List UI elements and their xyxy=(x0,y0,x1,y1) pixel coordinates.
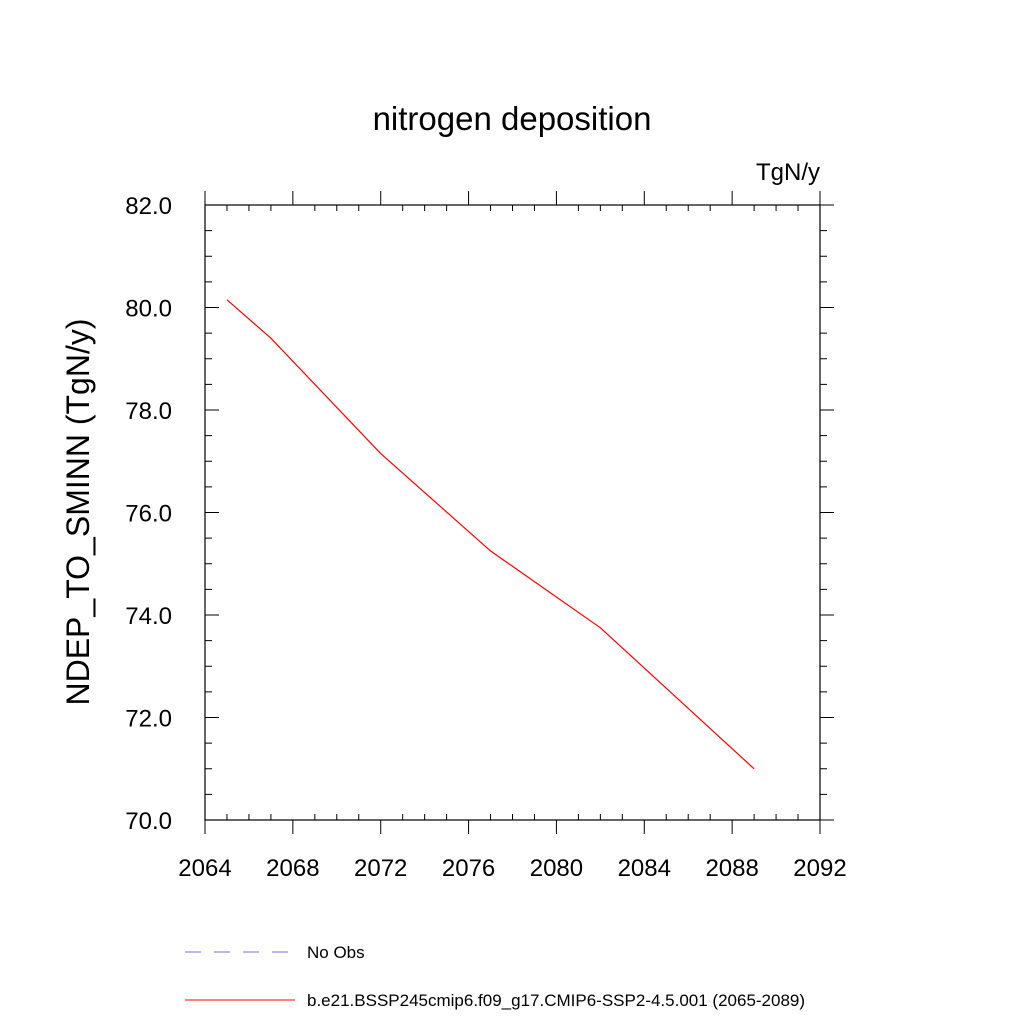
x-tick-label: 2084 xyxy=(618,855,671,882)
x-tick-label: 2092 xyxy=(793,855,846,882)
x-tick-label: 2072 xyxy=(354,855,407,882)
x-tick-label: 2088 xyxy=(705,855,758,882)
legend-label-1: No Obs xyxy=(307,943,365,962)
chart-title: nitrogen deposition xyxy=(373,100,652,137)
y-tick-label: 82.0 xyxy=(125,193,172,220)
y-tick-label: 80.0 xyxy=(125,296,172,323)
x-tick-label: 2076 xyxy=(442,855,495,882)
y-tick-label: 70.0 xyxy=(125,808,172,835)
x-tick-label: 2068 xyxy=(266,855,319,882)
y-axis-label: NDEP_TO_SMINN (TgN/y) xyxy=(60,318,96,705)
legend-label-0: b.e21.BSSP245cmip6.f09_g17.CMIP6-SSP2-4.… xyxy=(307,991,805,1010)
axis-ticks xyxy=(204,191,834,834)
x-tick-label: 2064 xyxy=(178,855,231,882)
units-label: TgN/y xyxy=(756,159,820,186)
x-tick-label: 2080 xyxy=(530,855,583,882)
tick-labels: 2064 2068 2072 2076 2080 2084 2088 2092 70.0 72.0… xyxy=(125,193,846,882)
y-tick-label: 74.0 xyxy=(125,603,172,630)
legend: No Obs b.e21.BSSP245cmip6.f09_g17.CMIP6-S… xyxy=(185,943,805,1010)
series-layer xyxy=(226,299,755,770)
plot-frame xyxy=(204,204,821,821)
y-tick-label: 78.0 xyxy=(125,398,172,425)
y-tick-label: 72.0 xyxy=(125,706,172,733)
y-tick-label: 76.0 xyxy=(125,501,172,528)
series-line-0 xyxy=(226,299,755,770)
